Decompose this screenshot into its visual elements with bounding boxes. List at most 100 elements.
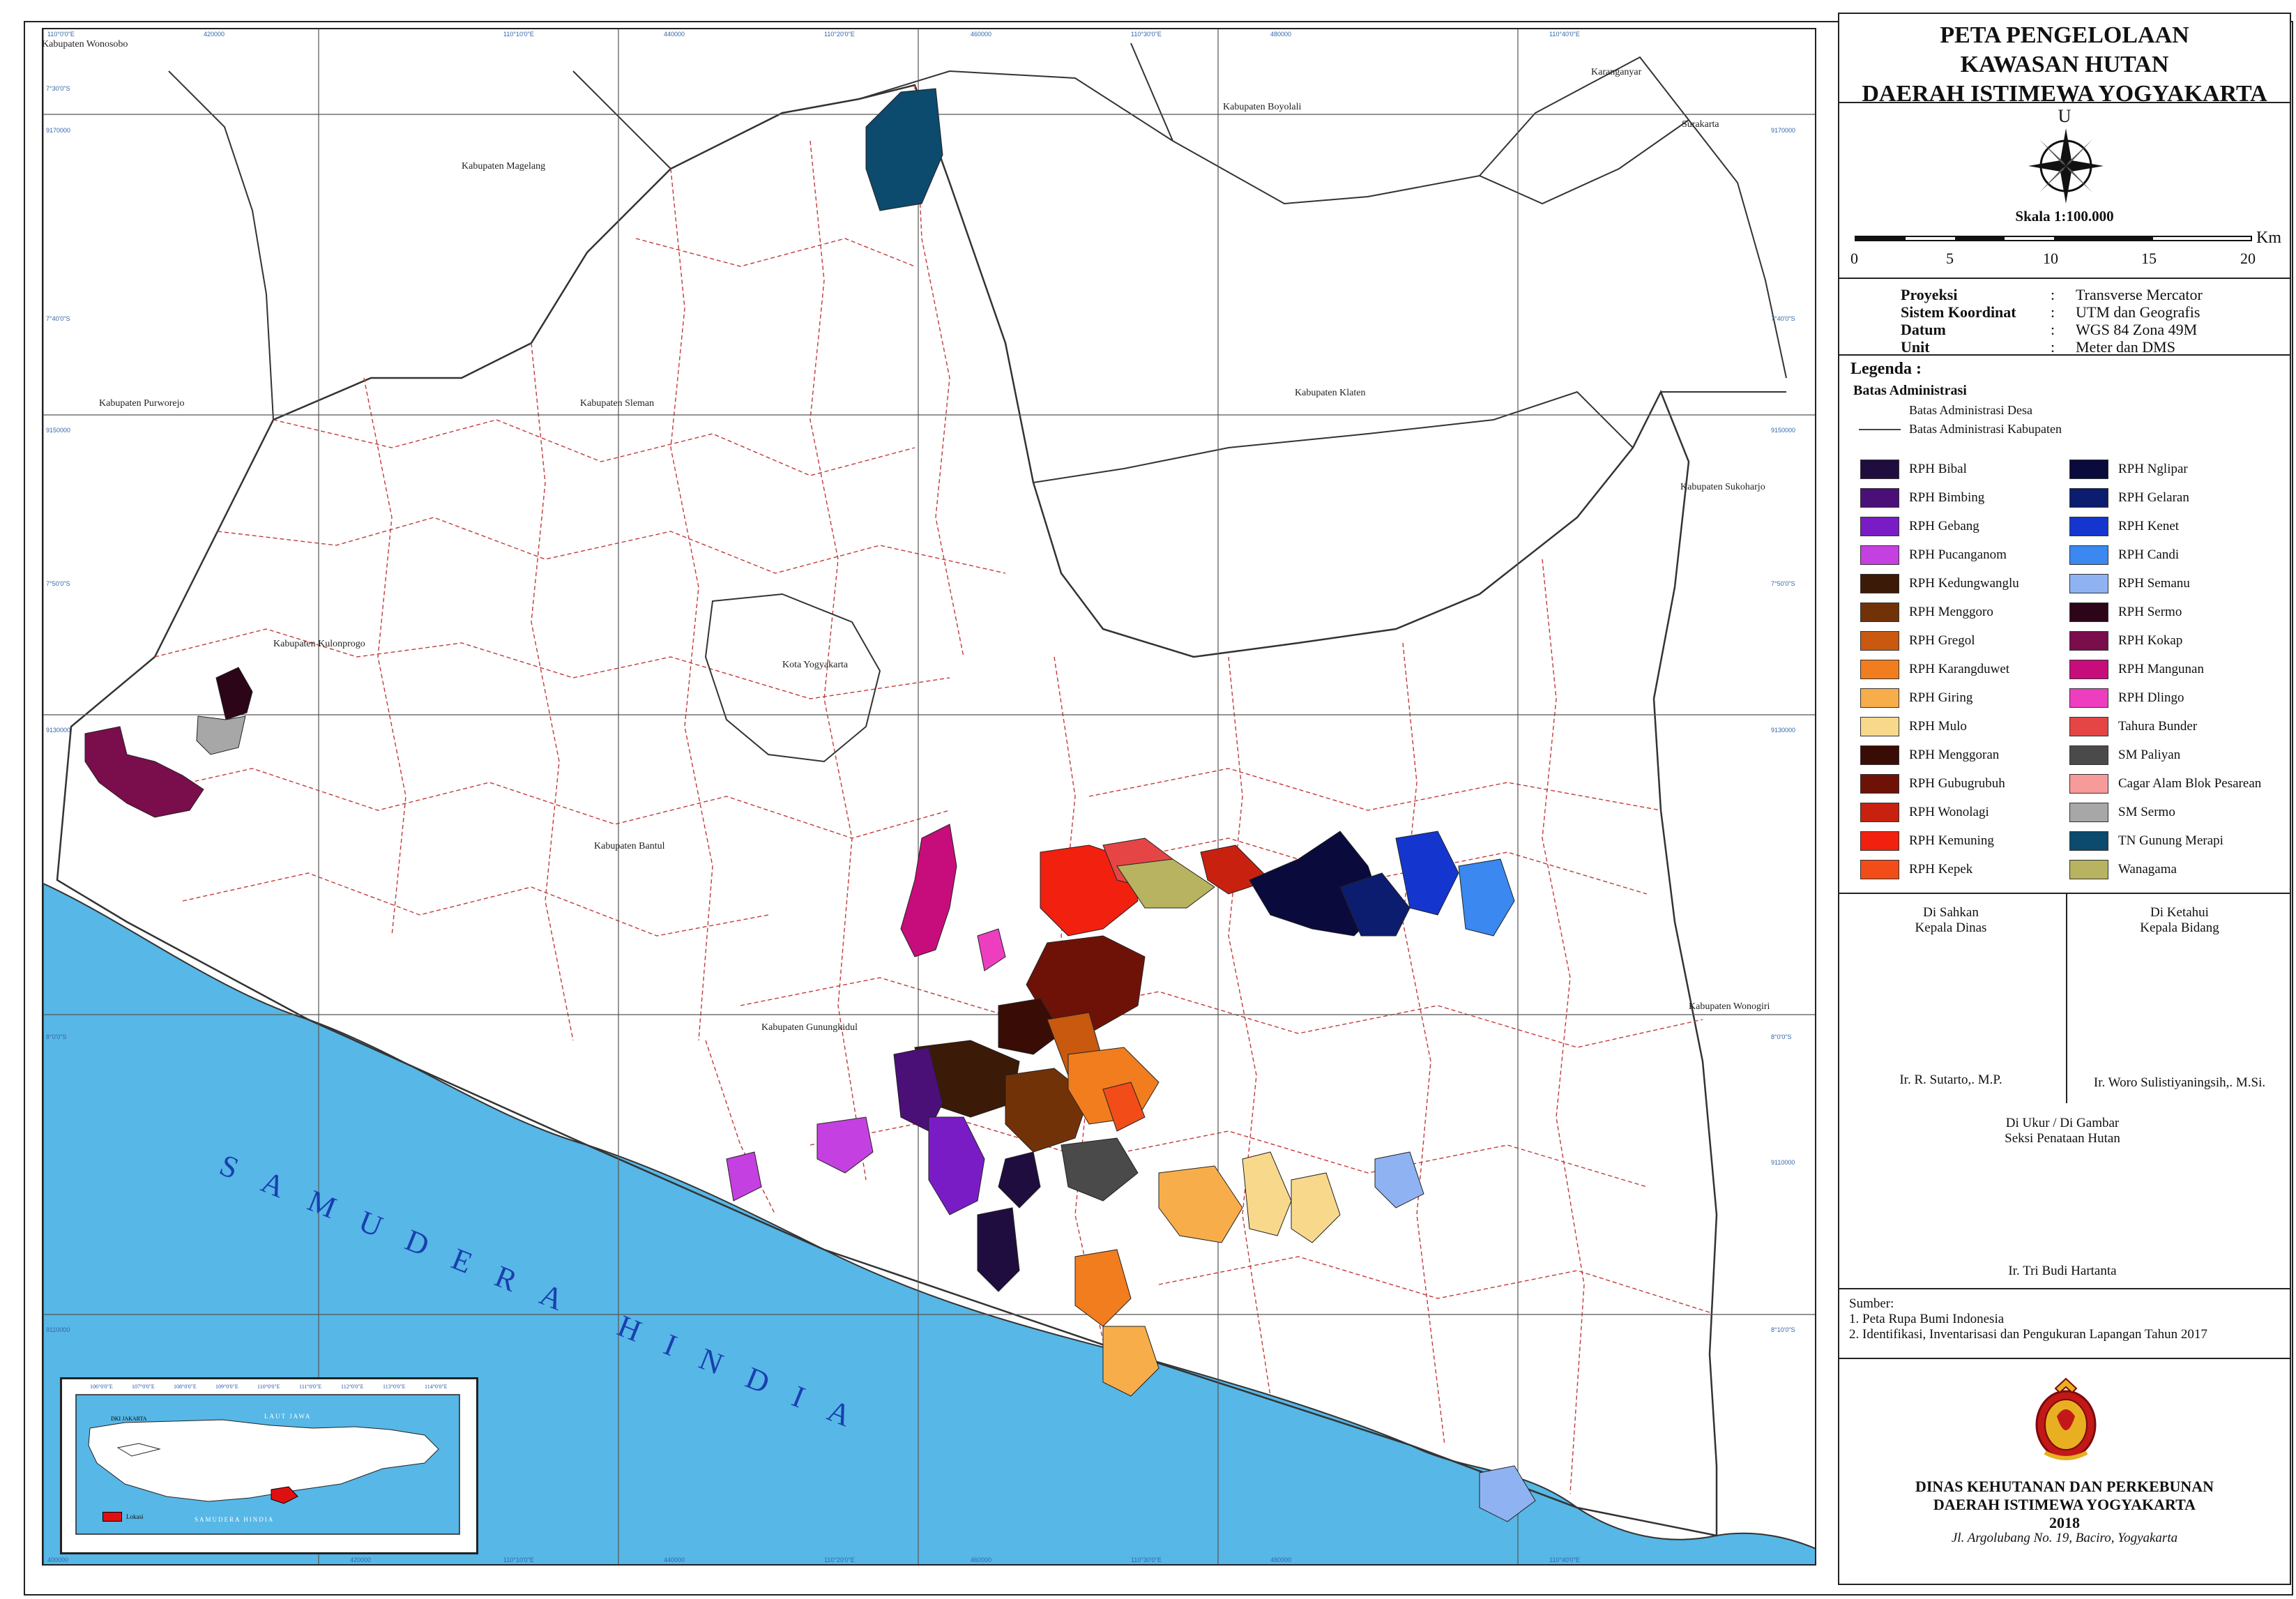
- proj-key: Unit: [1901, 338, 1930, 356]
- label-wonosobo: Kabupaten Wonosobo: [43, 39, 128, 50]
- legend-swatch: [1860, 803, 1899, 822]
- tick-bottom-6: 110°30'0"E: [1131, 1556, 1162, 1563]
- legend-label: RPH Gregol: [1909, 633, 1975, 648]
- kota-yogyakarta-area: [704, 593, 881, 763]
- agency-address: Jl. Argolubang No. 19, Baciro, Yogyakart…: [1951, 1531, 2178, 1545]
- legend-swatch: [2069, 631, 2108, 651]
- legend-desa: Batas Administrasi Desa: [1909, 403, 2032, 417]
- legend-swatch: [2069, 517, 2108, 536]
- legend-item: RPH Kedungwanglu: [1860, 573, 2019, 594]
- label-wonogiri: Kabupaten Wonogiri: [1689, 1001, 1770, 1012]
- proj-key: Datum: [1901, 321, 1946, 338]
- tick-bottom-2: 110°10'0"E: [503, 1556, 534, 1563]
- scale-label-0: 0: [1850, 250, 1858, 267]
- legend-label: RPH Menggoro: [1909, 605, 1993, 619]
- inset-label-samudera: SAMUDERA HINDIA: [195, 1516, 275, 1523]
- legend-item: TN Gunung Merapi: [2069, 831, 2223, 851]
- north-scale-block: U Skala 1:100.000 Km 0 5 10 15 20: [1839, 103, 2290, 279]
- sign-right-title-2: Kepala Bidang: [2140, 920, 2219, 935]
- rph-karangduwet-south-area: [1074, 1249, 1132, 1327]
- signature-block: Di Sahkan Kepala Dinas Ir. R. Sutarto,. …: [1839, 894, 2290, 1289]
- legend-label: RPH Kemuning: [1909, 833, 1994, 848]
- legend-swatch: [2069, 574, 2108, 593]
- legend-label: SM Paliyan: [2118, 748, 2181, 762]
- legend-item: RPH Gelaran: [2069, 487, 2189, 508]
- sign-left-title-1: Di Sahkan: [1923, 905, 1979, 920]
- inset-map: 106°0'0"E 107°0'0"E 108°0'0"E 109°0'0"E …: [60, 1377, 478, 1554]
- legend-item: Cagar Alam Blok Pesarean: [2069, 773, 2261, 794]
- legend-label: RPH Karangduwet: [1909, 662, 2010, 676]
- legend-item: RPH Gubugrubuh: [1860, 773, 2005, 794]
- label-sleman: Kabupaten Sleman: [580, 398, 654, 409]
- tick-top-2: 110°10'0"E: [503, 31, 534, 38]
- tick-bottom-1: 420000: [350, 1556, 372, 1563]
- scale-label-5: 5: [1946, 250, 1954, 267]
- legend-label: RPH Candi: [2118, 547, 2180, 562]
- rph-pucanganom-area: [816, 1116, 874, 1174]
- tick-top-3: 440000: [664, 31, 685, 38]
- tick-right-5: 8°0'0"S: [1771, 1033, 1792, 1040]
- legend-label: RPH Mulo: [1909, 719, 1967, 734]
- legend-swatch: [1860, 745, 1899, 765]
- rph-kokap-area: [84, 726, 204, 818]
- tick-top-6: 110°30'0"E: [1131, 31, 1162, 38]
- sign-right-name: Ir. Woro Sulistiyaningsih,. M.Si.: [2093, 1075, 2266, 1090]
- tick-right-0: 9170000: [1771, 127, 1796, 134]
- tn-gunung-merapi-area: [865, 88, 943, 211]
- legend-label: Cagar Alam Blok Pesarean: [2118, 776, 2262, 791]
- legend-swatch: [1860, 545, 1899, 565]
- proj-value: Transverse Mercator: [2076, 286, 2203, 303]
- legend-label: RPH Sermo: [2118, 605, 2182, 619]
- tick-left-2: 7°40'0"S: [46, 315, 70, 322]
- rph-giring-south-area: [1102, 1326, 1160, 1397]
- legend-item: RPH Bibal: [1860, 459, 1967, 480]
- legend-item: RPH Menggoro: [1860, 602, 1993, 623]
- legend-admin-heading: Batas Administrasi: [1853, 383, 1967, 398]
- tick-top-1: 420000: [204, 31, 225, 38]
- label-klaten: Kabupaten Klaten: [1295, 388, 1365, 398]
- sea-area: [43, 882, 1815, 1564]
- sign-bottom-title-2: Seksi Penataan Hutan: [2005, 1131, 2120, 1146]
- tick-left-1: 9170000: [46, 127, 71, 134]
- legend-item: RPH Mangunan: [2069, 659, 2204, 680]
- rph-kenet-area: [1395, 831, 1459, 916]
- legend-swatch: [1860, 517, 1899, 536]
- legend-item: RPH Giring: [1860, 688, 1972, 708]
- map-panel[interactable]: Kabupaten Wonosobo Kabupaten Magelang Ka…: [42, 28, 1816, 1566]
- legend-item: Wanagama: [2069, 859, 2177, 880]
- legend-item: RPH Mulo: [1860, 716, 1967, 737]
- legend-swatch: [1860, 574, 1899, 593]
- map-canvas: Kabupaten Wonosobo Kabupaten Magelang Ka…: [43, 29, 1815, 1564]
- coordinate-grid: [43, 29, 1815, 1564]
- sign-left-name: Ir. R. Sutarto,. M.P.: [1899, 1073, 2002, 1087]
- rph-dlingo-area: [977, 928, 1006, 971]
- north-label: U: [2058, 106, 2071, 126]
- legend-label: SM Sermo: [2118, 805, 2175, 819]
- legend-label: RPH Bimbing: [1909, 490, 1985, 505]
- rph-sermo-area: [215, 667, 253, 720]
- forest-areas: [84, 88, 1536, 1522]
- regency-labels: Kabupaten Wonosobo Kabupaten Magelang Ka…: [43, 39, 1770, 1033]
- inset-tick-1: 107°0'0"E: [132, 1384, 155, 1390]
- tick-left-3: 9150000: [46, 427, 71, 434]
- scale-unit: Km: [2256, 229, 2281, 247]
- proj-value: UTM dan Geografis: [2076, 303, 2200, 321]
- legend-heading: Legenda :: [1850, 360, 1922, 378]
- legend-swatch: [1860, 488, 1899, 508]
- legend-swatch: [2069, 745, 2108, 765]
- agency-footer: DINAS KEHUTANAN DAN PERKEBUNAN DAERAH IS…: [1839, 1359, 2290, 1547]
- tick-right-6: 9110000: [1771, 1159, 1795, 1166]
- title-line-1: PETA PENGELOLAAN: [1940, 22, 2189, 48]
- legend-item: RPH Karangduwet: [1860, 659, 2009, 680]
- source-item: 2. Identifikasi, Inventarisasi dan Pengu…: [1849, 1327, 2207, 1342]
- tick-bottom-8: 110°40'0"E: [1549, 1556, 1580, 1563]
- inset-tick-4: 110°0'0"E: [257, 1384, 280, 1390]
- legend-label: RPH Giring: [1909, 690, 1973, 705]
- legend-swatch: [2069, 803, 2108, 822]
- sign-bottom-name: Ir. Tri Budi Hartanta: [2008, 1264, 2117, 1278]
- legend-swatch: [2069, 603, 2108, 622]
- rph-kepek-area: [1102, 1082, 1146, 1132]
- legend-swatch: [1860, 460, 1899, 479]
- rph-bibal-south-area: [977, 1207, 1020, 1292]
- label-gunungkidul: Kabupaten Gunungkidul: [761, 1022, 858, 1033]
